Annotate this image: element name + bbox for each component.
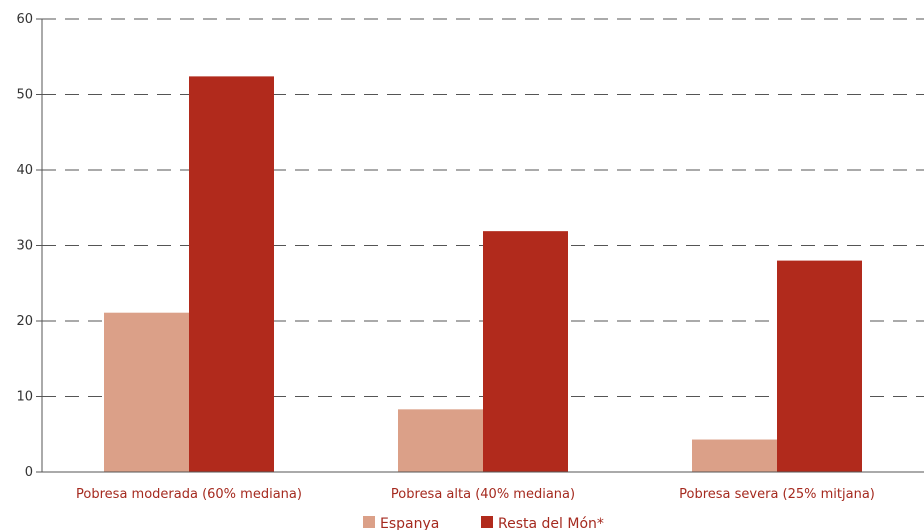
legend: Espanya Resta del Món*: [363, 516, 604, 530]
category-labels: Pobresa moderada (60% mediana) Pobresa al…: [76, 487, 875, 502]
bar-resta-del-mon-2: [777, 260, 862, 472]
y-tick-label: 40: [16, 163, 33, 178]
legend-label-espanya: Espanya: [380, 516, 439, 530]
y-tick-label: 20: [16, 314, 33, 329]
y-tick-label: 60: [16, 12, 33, 27]
category-label: Pobresa severa (25% mitjana): [679, 487, 875, 502]
bars: [104, 76, 862, 472]
y-tick-label: 10: [16, 390, 33, 405]
legend-swatch-espanya: [363, 516, 375, 528]
legend-label-resta-del-mon: Resta del Món*: [498, 516, 604, 530]
bar-espanya-1: [398, 409, 483, 472]
category-label: Pobresa moderada (60% mediana): [76, 487, 302, 502]
legend-swatch-resta-del-mon: [481, 516, 493, 528]
y-tick-label: 30: [16, 239, 33, 254]
bar-resta-del-mon-1: [483, 231, 568, 472]
y-tick-label: 50: [16, 88, 33, 103]
bar-resta-del-mon-0: [189, 76, 274, 472]
bar-espanya-2: [692, 439, 777, 472]
bar-espanya-0: [104, 312, 189, 472]
y-axis-ticks: 0 10 20 30 40 50 60: [16, 12, 42, 480]
y-tick-label: 0: [25, 465, 33, 480]
category-label: Pobresa alta (40% mediana): [391, 487, 575, 502]
